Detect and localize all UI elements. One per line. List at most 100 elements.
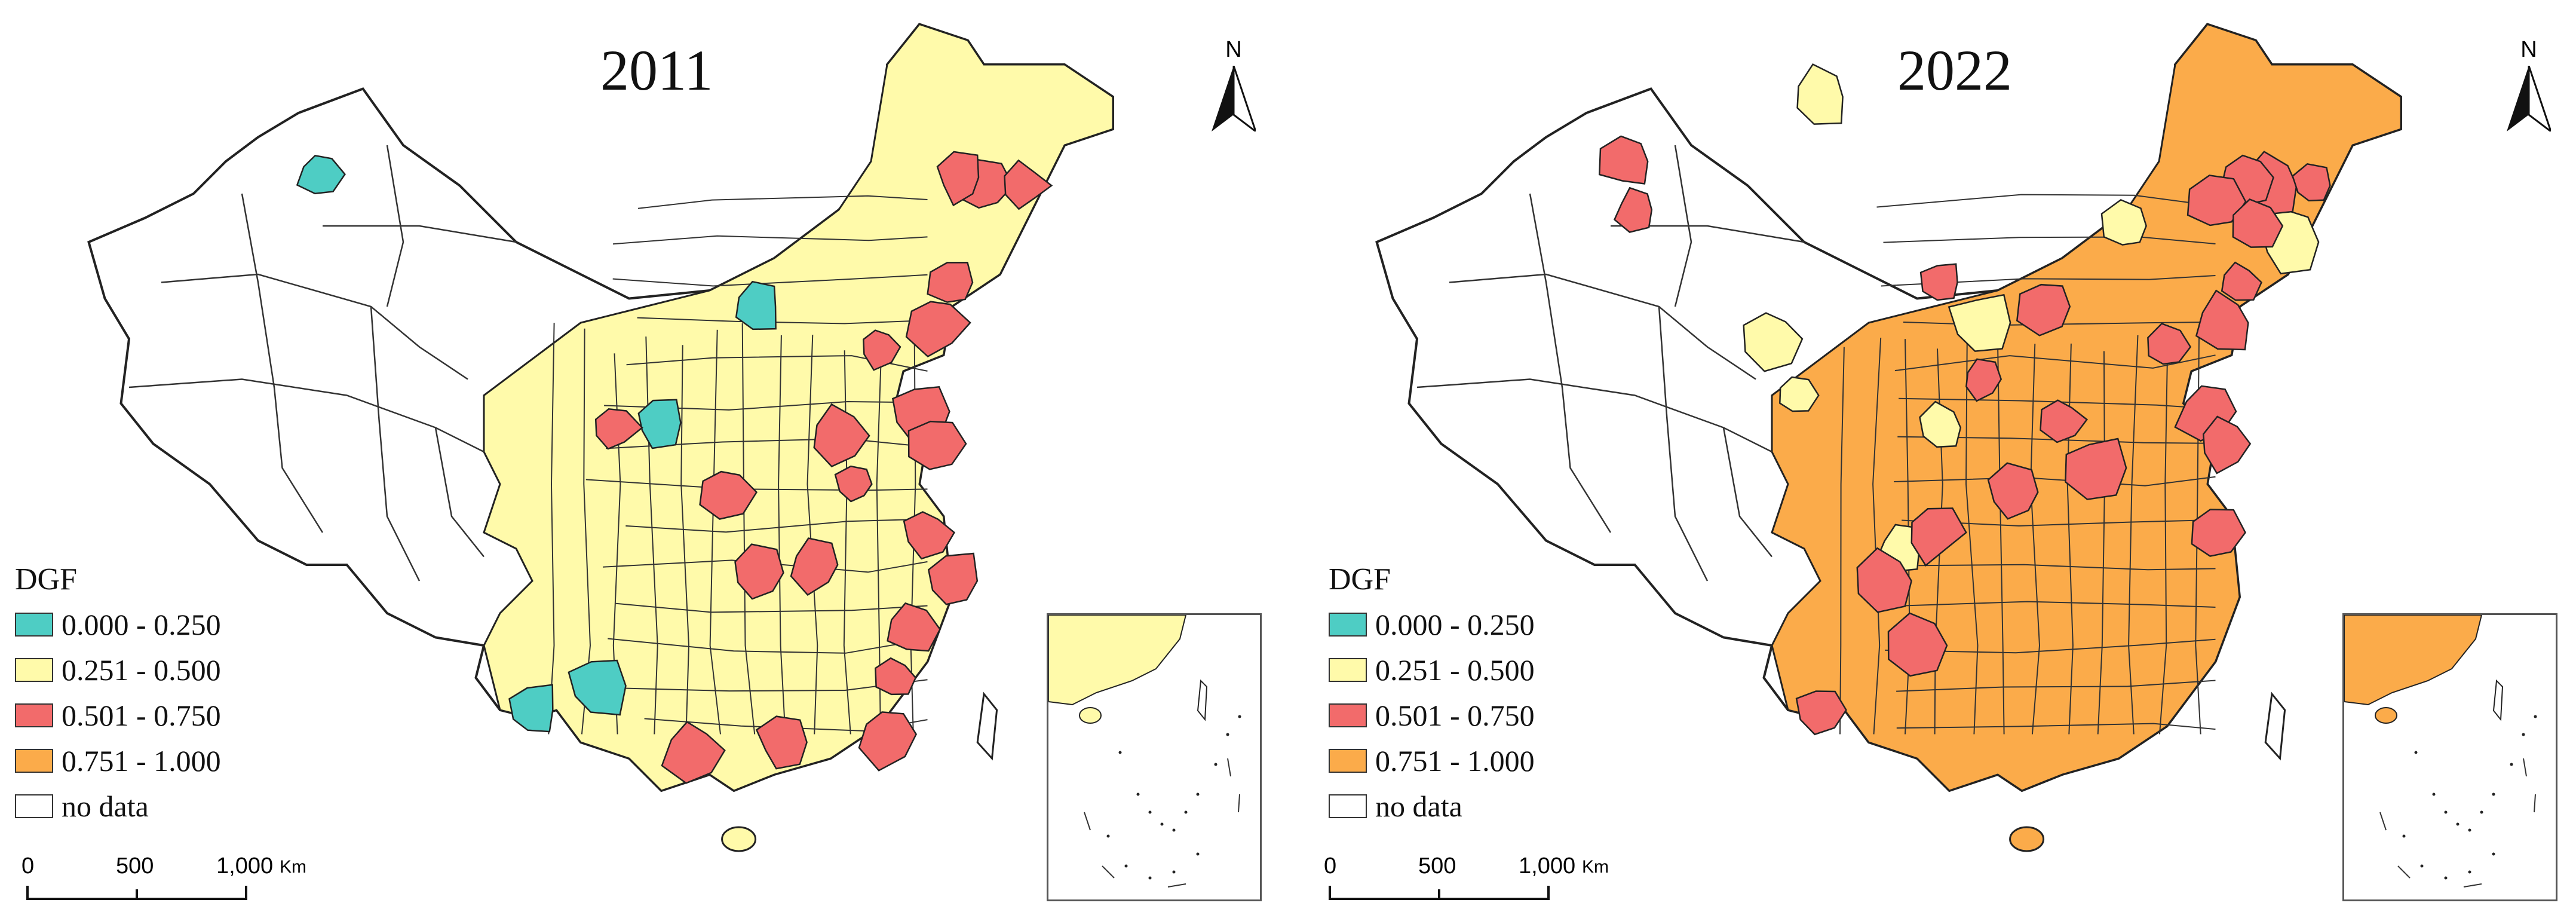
province-boundary: [1529, 193, 1612, 533]
eastern-region-fill: [483, 23, 1114, 792]
scale-bar-line: [26, 886, 247, 900]
district-red: [2016, 283, 2071, 336]
inset-map: [1048, 615, 1241, 888]
district-boundary: [612, 274, 928, 287]
scale-tick-0: 0: [1324, 853, 1337, 879]
inset-island: [2480, 810, 2483, 814]
legend-swatch: [1329, 658, 1367, 682]
district-boundary: [1875, 601, 2216, 608]
legend-label: no data: [62, 790, 149, 823]
district-boundary: [1894, 354, 2216, 372]
district-red: [734, 543, 784, 600]
inset-island: [1148, 810, 1152, 814]
district-red: [834, 465, 873, 503]
legend-swatch: [15, 794, 53, 818]
district-red: [858, 711, 918, 772]
district-boundary: [1896, 680, 2216, 692]
district-red: [2203, 415, 2252, 475]
district-teal: [568, 659, 627, 716]
district-red: [2232, 198, 2284, 248]
legend-label: 0.751 - 1.000: [62, 744, 221, 778]
district-boundary: [637, 195, 928, 209]
map-year-title: 2022: [1897, 38, 2012, 102]
province-boundary: [128, 378, 484, 453]
legend-label: 0.501 - 0.750: [1375, 699, 1535, 732]
district-red: [755, 715, 808, 770]
legend-label: no data: [1375, 790, 1462, 823]
district-red: [927, 552, 979, 605]
scale-bar: 0 500 1,000 Km: [1324, 853, 1609, 919]
district-red: [887, 602, 941, 652]
inset-island: [1214, 763, 1218, 766]
inset-dash-line: [2379, 758, 2536, 888]
district-red: [1004, 159, 1053, 210]
district-red: [907, 420, 967, 470]
district-red: [1856, 547, 1912, 613]
district-teal: [296, 154, 346, 195]
province-boundary: [1658, 306, 1709, 582]
inset-hainan: [2375, 707, 2397, 724]
scale-unit: Km: [280, 857, 306, 877]
legend-item: 0.251 - 0.500: [15, 647, 373, 693]
district-boundary: [1903, 321, 2216, 326]
scale-tick-0: 0: [22, 853, 35, 879]
map-panel-2022: 2022 N DGF 0.000 - 0.250 0.251 - 0.500 0.5…: [1288, 0, 2576, 921]
district-red: [927, 262, 974, 303]
district-boundary: [1965, 338, 1979, 735]
district-teal: [637, 399, 682, 449]
district-red: [661, 721, 726, 784]
district-boundary: [680, 345, 690, 735]
scale-unit: Km: [1582, 857, 1609, 877]
district-boundary: [2128, 335, 2139, 735]
inset-island: [2510, 763, 2513, 766]
district-red: [905, 301, 971, 358]
district-yellow: [2100, 198, 2147, 246]
legend-items: 0.000 - 0.250 0.251 - 0.500 0.501 - 0.750 0…: [1329, 602, 1687, 829]
inset-island: [1124, 864, 1128, 868]
legend-label: 0.501 - 0.750: [62, 699, 221, 732]
district-red: [1795, 690, 1847, 736]
inset-taiwan: [2492, 679, 2504, 721]
legend: DGF 0.000 - 0.250 0.251 - 0.500 0.501 - 0.…: [1329, 562, 1687, 829]
inset-island: [1160, 822, 1164, 826]
legend-item: no data: [15, 784, 373, 829]
north-arrow-icon: [1212, 66, 1256, 131]
inset-island: [1136, 793, 1140, 796]
district-teal: [735, 280, 777, 331]
inset-mainland: [1048, 615, 1187, 706]
district-red: [903, 511, 956, 560]
legend-swatch: [1329, 749, 1367, 773]
inset-island: [1196, 852, 1200, 856]
inset-hainan: [1079, 707, 1102, 724]
taiwan-island: [976, 691, 998, 761]
hainan-island: [721, 826, 757, 852]
district-boundary: [1885, 638, 2216, 654]
inset-island: [1172, 828, 1176, 832]
district-red: [2221, 261, 2263, 301]
legend-swatch: [15, 613, 53, 637]
legend-label: 0.000 - 0.250: [1375, 608, 1535, 641]
legend-title: DGF: [15, 562, 78, 596]
legend-label: 0.751 - 1.000: [1375, 744, 1535, 778]
legend-swatch: [15, 703, 53, 727]
inset-island: [1184, 810, 1188, 814]
taiwan-island: [2264, 691, 2286, 761]
province-boundary: [1722, 427, 1772, 558]
south-china-sea-inset: [2342, 613, 2557, 901]
district-red: [2147, 322, 2192, 365]
district-red: [2186, 175, 2247, 227]
inset-island: [2468, 828, 2471, 832]
scale-bar-line: [1329, 886, 1550, 900]
district-boundary: [1997, 342, 2005, 735]
district-yellow: [1796, 63, 1844, 125]
district-red: [1599, 135, 1649, 185]
district-boundary: [585, 479, 928, 491]
province-boundary: [370, 306, 421, 582]
district-red: [936, 151, 980, 207]
inset-island: [1238, 715, 1241, 718]
inset-map: [2344, 615, 2537, 888]
inset-mainland: [2344, 615, 2483, 706]
district-red: [813, 403, 870, 468]
district-boundary: [1918, 564, 2216, 571]
legend-swatch: [1329, 794, 1367, 818]
